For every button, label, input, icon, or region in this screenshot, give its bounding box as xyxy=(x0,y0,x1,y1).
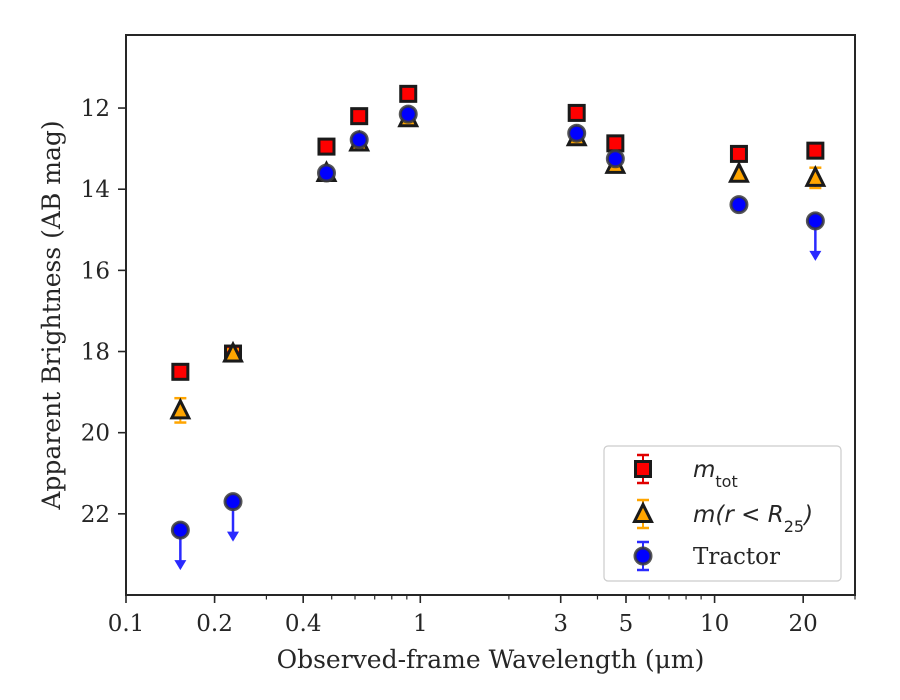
data-point-circle-6 xyxy=(605,149,625,169)
data-point-square-2 xyxy=(317,137,336,156)
plot-area-frame xyxy=(125,34,856,596)
data-point-square-0 xyxy=(171,362,190,381)
x-tick-label-5: 5 xyxy=(619,611,634,637)
series-triangle xyxy=(169,105,827,424)
data-point-square-8 xyxy=(806,141,825,160)
legend-marker-square xyxy=(634,460,652,478)
y-tick-label-4: 20 xyxy=(81,421,110,447)
upper-limit-arrowhead-2-8 xyxy=(809,250,822,261)
data-point-triangle-1 xyxy=(222,340,244,363)
legend-label-2: Tractor xyxy=(693,544,780,570)
legend-marker-circle xyxy=(633,546,653,566)
legend-label-0: mtot xyxy=(693,457,738,491)
data-point-square-7 xyxy=(729,144,748,163)
upper-limit-arrowhead-2-1 xyxy=(227,531,240,542)
y-tick-label-5: 22 xyxy=(81,502,110,528)
data-point-circle-3 xyxy=(349,130,369,150)
y-tick-label-3: 18 xyxy=(81,340,110,366)
data-markers xyxy=(169,84,827,571)
x-tick-label-7: 20 xyxy=(789,611,818,637)
x-tick-label-6: 10 xyxy=(700,611,729,637)
y-axis-label: Apparent Brightness (AB mag) xyxy=(37,120,66,510)
data-point-circle-4 xyxy=(398,104,418,124)
data-point-circle-5 xyxy=(567,123,587,143)
data-point-square-6 xyxy=(606,134,625,153)
x-tick-label-1: 0.2 xyxy=(196,611,233,637)
data-point-square-5 xyxy=(567,103,586,122)
data-point-square-4 xyxy=(399,84,418,103)
data-point-triangle-7 xyxy=(728,160,750,183)
data-point-circle-8 xyxy=(805,211,825,231)
y-tick-label-0: 12 xyxy=(81,96,110,122)
data-point-circle-2 xyxy=(316,163,336,183)
data-point-circle-7 xyxy=(729,195,749,215)
x-tick-label-4: 3 xyxy=(553,611,568,637)
legend-marker-triangle xyxy=(632,501,654,523)
y-tick-label-2: 16 xyxy=(81,258,110,284)
legend: mtot m(r < R25) Tractor xyxy=(603,445,842,582)
data-point-square-3 xyxy=(350,107,369,126)
axis-ticks: 0.1 0.2 0.4 1 3 5 10 20 12 14 16 18 20 22 xyxy=(81,96,856,637)
x-axis-label: Observed-frame Wavelength (μm) xyxy=(277,645,705,674)
x-tick-label-3: 1 xyxy=(413,611,428,637)
upper-limit-arrowhead-2-0 xyxy=(174,560,187,571)
data-point-circle-0 xyxy=(170,520,190,540)
data-point-triangle-0 xyxy=(169,397,192,420)
x-tick-label-2: 0.4 xyxy=(285,611,322,637)
legend-box xyxy=(603,445,842,582)
series-square xyxy=(171,84,825,381)
y-tick-label-1: 14 xyxy=(81,177,110,203)
series-circle xyxy=(170,104,825,571)
data-point-circle-1 xyxy=(223,492,243,512)
legend-label-1: m(r < R25) xyxy=(693,502,813,536)
x-tick-label-0: 0.1 xyxy=(108,611,145,637)
data-point-triangle-8 xyxy=(804,164,827,187)
